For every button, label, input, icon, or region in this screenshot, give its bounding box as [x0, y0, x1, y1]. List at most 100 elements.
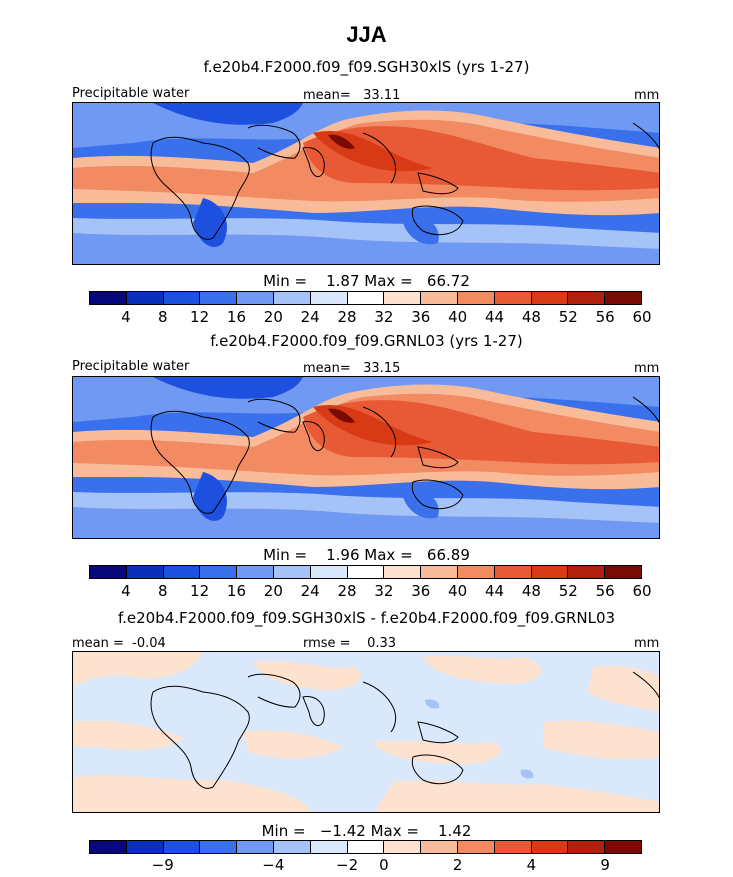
colorbar-tick-label: 48 — [521, 308, 541, 326]
colorbar-tick-label: 24 — [300, 308, 320, 326]
colorbar-swatch — [90, 841, 127, 853]
colorbar-swatch — [90, 292, 127, 304]
colorbar-swatch — [421, 292, 458, 304]
panel1-minmax: Min = 1.87 Max = 66.72 — [263, 272, 470, 290]
colorbar-swatch — [457, 841, 495, 853]
colorbar-swatch — [531, 292, 569, 304]
colorbar-swatch — [126, 566, 164, 578]
panel2-colorbar-ticks: 4 8 12 16 20 24 28 32 36 40 44 48 52 56 60 — [89, 582, 651, 600]
colorbar-tick-label: 28 — [337, 308, 357, 326]
colorbar-swatch — [457, 566, 495, 578]
colorbar-swatch — [347, 841, 385, 853]
colorbar-swatch — [568, 841, 606, 853]
panel1-subtitle: f.e20b4.F2000.f09_f09.SGH30xlS (yrs 1-27… — [203, 58, 530, 76]
colorbar-tick-label: 28 — [337, 582, 357, 600]
colorbar-swatch — [200, 566, 238, 578]
panel1-map — [72, 102, 660, 265]
colorbar-swatch — [126, 292, 164, 304]
colorbar-swatch — [163, 841, 201, 853]
colorbar-tick-label: 16 — [226, 308, 246, 326]
colorbar-swatch — [568, 292, 606, 304]
panel3-map-field — [73, 652, 659, 812]
panel1-variable-label: Precipitable water — [72, 86, 190, 101]
panel3-colorbar — [89, 840, 642, 854]
colorbar-tick-label: 4 — [121, 582, 131, 600]
panel2-map — [72, 376, 660, 539]
colorbar-swatch — [273, 566, 311, 578]
panel2-map-field — [73, 377, 659, 538]
colorbar-swatch — [273, 292, 311, 304]
colorbar-swatch — [310, 292, 348, 304]
colorbar-tick-label: 44 — [484, 582, 505, 600]
colorbar-swatch — [310, 566, 348, 578]
colorbar-swatch — [384, 292, 422, 304]
colorbar-swatch — [494, 292, 532, 304]
colorbar-tick-label: 60 — [632, 582, 652, 600]
colorbar-swatch — [531, 566, 569, 578]
panel1-mean-label: mean= 33.11 — [303, 88, 401, 103]
colorbar-tick-label: 48 — [521, 582, 541, 600]
panel3-mean-label: mean = -0.04 — [72, 636, 166, 651]
panel3-minmax: Min = −1.42 Max = 1.42 — [261, 822, 472, 840]
colorbar-tick-label: 32 — [374, 582, 394, 600]
colorbar-swatch — [605, 292, 641, 304]
colorbar-tick-label: 52 — [558, 582, 578, 600]
colorbar-swatch — [384, 841, 422, 853]
colorbar-tick-label: 24 — [300, 582, 320, 600]
colorbar-tick-label: 8 — [157, 308, 168, 326]
colorbar-tick-label: 8 — [157, 582, 168, 600]
colorbar-swatch — [531, 841, 569, 853]
panel3-subtitle: f.e20b4.F2000.f09_f09.SGH30xlS - f.e20b4… — [117, 609, 616, 627]
panel2-units-label: mm — [634, 361, 660, 376]
colorbar-tick-label: 36 — [411, 582, 431, 600]
panel1-colorbar — [89, 291, 642, 305]
colorbar-tick-label: 40 — [448, 582, 468, 600]
colorbar-swatch — [568, 566, 606, 578]
panel1-colorbar-ticks: 4 8 12 16 20 24 28 32 36 40 44 48 52 56 60 — [89, 308, 651, 326]
colorbar-swatch — [90, 566, 127, 578]
colorbar-tick-label: 32 — [374, 308, 394, 326]
panel1-units-label: mm — [634, 88, 660, 103]
panel2-subtitle: f.e20b4.F2000.f09_f09.GRNL03 (yrs 1-27) — [210, 332, 523, 350]
colorbar-tick-label: 16 — [226, 582, 246, 600]
colorbar-tick-label: 2 — [452, 856, 463, 874]
colorbar-tick-label: 12 — [190, 582, 210, 600]
colorbar-swatch — [494, 566, 532, 578]
figure-title: JJA — [346, 22, 387, 47]
panel2-mean-label: mean= 33.15 — [303, 361, 401, 376]
colorbar-tick-label: 4 — [121, 308, 131, 326]
colorbar-swatch — [347, 292, 385, 304]
panel2-colorbar — [89, 565, 642, 579]
colorbar-swatch — [237, 841, 274, 853]
panel2-variable-label: Precipitable water — [72, 359, 190, 374]
panel3-map — [72, 651, 660, 813]
panel2-minmax: Min = 1.96 Max = 66.89 — [263, 546, 470, 564]
colorbar-tick-label: 36 — [411, 308, 431, 326]
colorbar-tick-label: 20 — [263, 308, 283, 326]
colorbar-swatch — [237, 292, 274, 304]
colorbar-tick-label: 60 — [632, 308, 652, 326]
colorbar-swatch — [347, 566, 385, 578]
colorbar-tick-label: 40 — [448, 308, 468, 326]
colorbar-tick-label: 12 — [190, 308, 210, 326]
colorbar-swatch — [237, 566, 274, 578]
colorbar-tick-label: 52 — [558, 308, 578, 326]
colorbar-swatch — [605, 566, 641, 578]
colorbar-tick-label: −9 — [151, 856, 174, 874]
panel3-rmse-label: rmse = 0.33 — [303, 636, 397, 651]
colorbar-tick-label: −2 — [336, 856, 359, 874]
panel1-map-field — [73, 103, 659, 264]
colorbar-swatch — [384, 566, 422, 578]
colorbar-swatch — [273, 841, 311, 853]
colorbar-swatch — [421, 566, 458, 578]
panel3-colorbar-ticks: −9 −4 −2 0 2 4 9 — [89, 856, 642, 874]
colorbar-swatch — [421, 841, 458, 853]
colorbar-tick-label: −4 — [262, 856, 285, 874]
panel3-units-label: mm — [634, 636, 660, 651]
colorbar-tick-label: 9 — [600, 856, 610, 874]
colorbar-swatch — [310, 841, 348, 853]
colorbar-swatch — [200, 292, 238, 304]
colorbar-swatch — [163, 292, 201, 304]
colorbar-swatch — [163, 566, 201, 578]
colorbar-tick-label: 20 — [263, 582, 283, 600]
